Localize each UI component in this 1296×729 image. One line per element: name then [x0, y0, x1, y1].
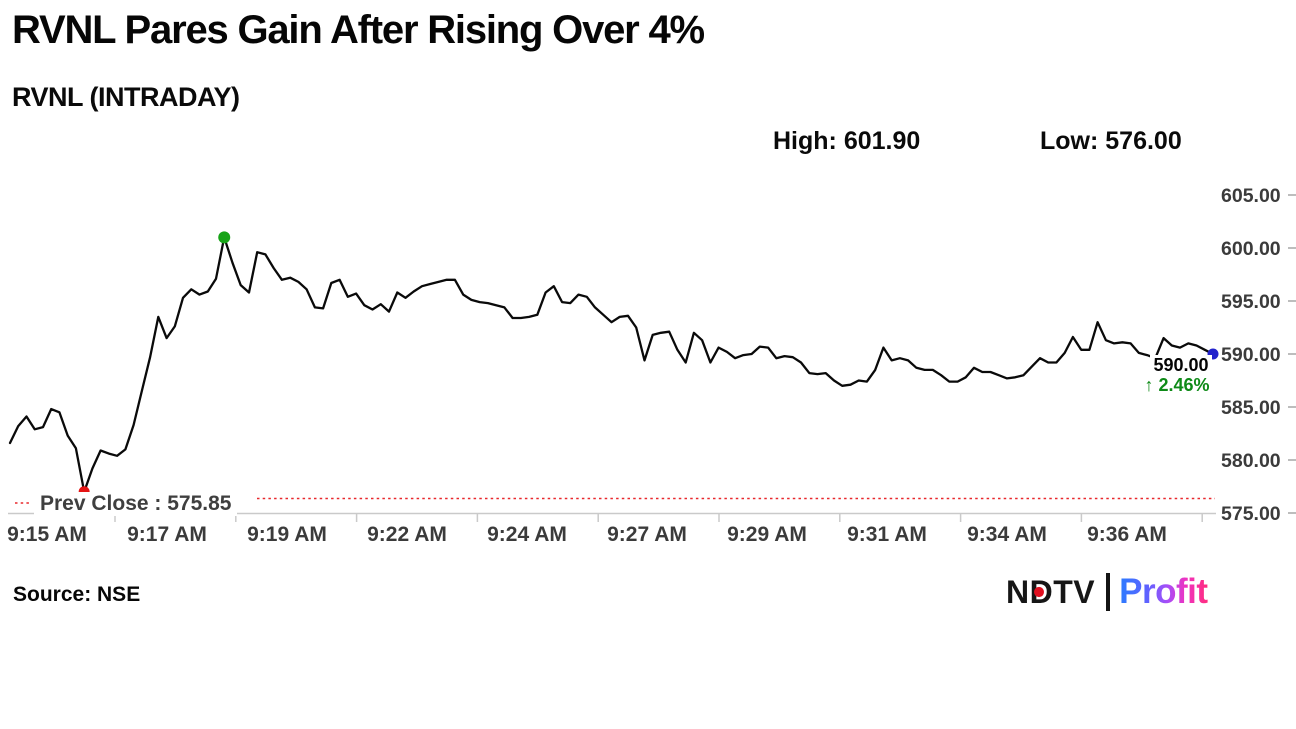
y-axis-label: 605.00 [1221, 185, 1281, 207]
x-axis-label: 9:36 AM [1087, 523, 1167, 546]
logo-separator [1106, 573, 1111, 611]
prev-close-label: Prev Close : 575.85 [34, 492, 238, 516]
last-price-label: 590.00 [1150, 355, 1212, 376]
x-axis-label: 9:19 AM [247, 523, 327, 546]
change-percent-value: 2.46% [1158, 375, 1210, 395]
ndtv-logo-text: NDTV [1006, 573, 1095, 611]
low-value-label: Low: 576.00 [1040, 127, 1182, 155]
x-axis-label: 9:17 AM [127, 523, 207, 546]
y-axis-label: 575.00 [1221, 503, 1281, 525]
x-axis-label: 9:31 AM [847, 523, 927, 546]
source-label: Source: NSE [13, 583, 141, 606]
y-axis-label: 590.00 [1221, 344, 1281, 366]
chart-subtitle: RVNL (INTRADAY) [12, 82, 240, 112]
y-axis-label: 580.00 [1221, 450, 1281, 472]
high-marker [218, 231, 231, 244]
up-arrow-icon: ↑ [1144, 375, 1154, 395]
x-axis-label: 9:22 AM [367, 523, 447, 546]
ndtv-red-dot-icon [1034, 586, 1044, 597]
profit-logo-text: Profit [1119, 572, 1208, 611]
change-percent-label: ↑ 2.46% [1142, 375, 1212, 396]
page-title: RVNL Pares Gain After Rising Over 4% [12, 8, 705, 52]
y-axis-label: 595.00 [1221, 291, 1281, 313]
y-axis-label: 600.00 [1221, 238, 1281, 260]
high-value-label: High: 601.90 [773, 127, 921, 155]
ndtv-letters: NDTV [1006, 573, 1096, 610]
x-axis-label: 9:15 AM [7, 523, 87, 546]
x-axis-label: 9:29 AM [727, 523, 807, 546]
y-axis-label: 585.00 [1221, 397, 1281, 419]
ndtv-profit-logo: NDTV Profit [1006, 571, 1208, 613]
x-axis-label: 9:24 AM [487, 523, 567, 546]
x-axis-label: 9:27 AM [607, 523, 687, 546]
price-chart: 9:15 AM 9:17 AM 9:19 AM 9:22 AM 9:24 AM 9:27 … [7, 185, 1296, 546]
x-axis-label: 9:34 AM [967, 523, 1047, 546]
price-line [8, 236, 1215, 493]
